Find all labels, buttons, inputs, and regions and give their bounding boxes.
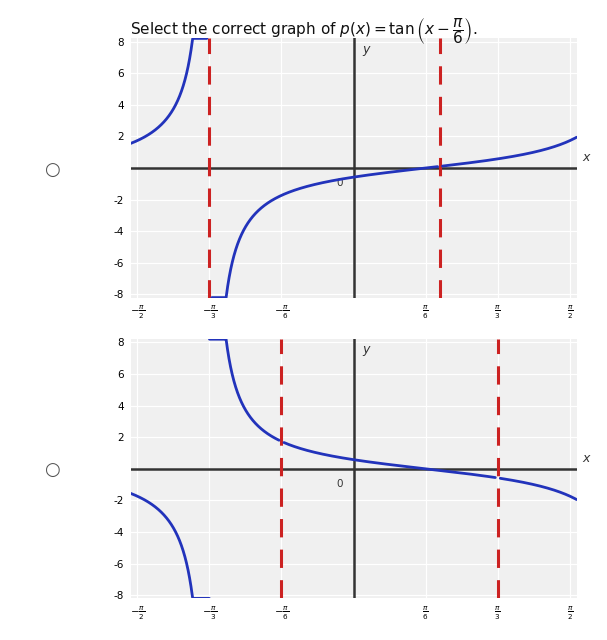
Text: $x$: $x$ — [582, 452, 592, 465]
Text: Select the correct graph of $p(x) = \tan\left(x - \dfrac{\pi}{6}\right)$.: Select the correct graph of $p(x) = \tan… — [130, 16, 477, 46]
Text: ○: ○ — [44, 461, 59, 479]
Text: $y$: $y$ — [362, 44, 371, 58]
Text: $x$: $x$ — [582, 151, 592, 164]
Text: ○: ○ — [44, 161, 59, 179]
Text: $0$: $0$ — [336, 477, 344, 489]
Text: $y$: $y$ — [362, 344, 371, 358]
Text: $0$: $0$ — [336, 176, 344, 188]
